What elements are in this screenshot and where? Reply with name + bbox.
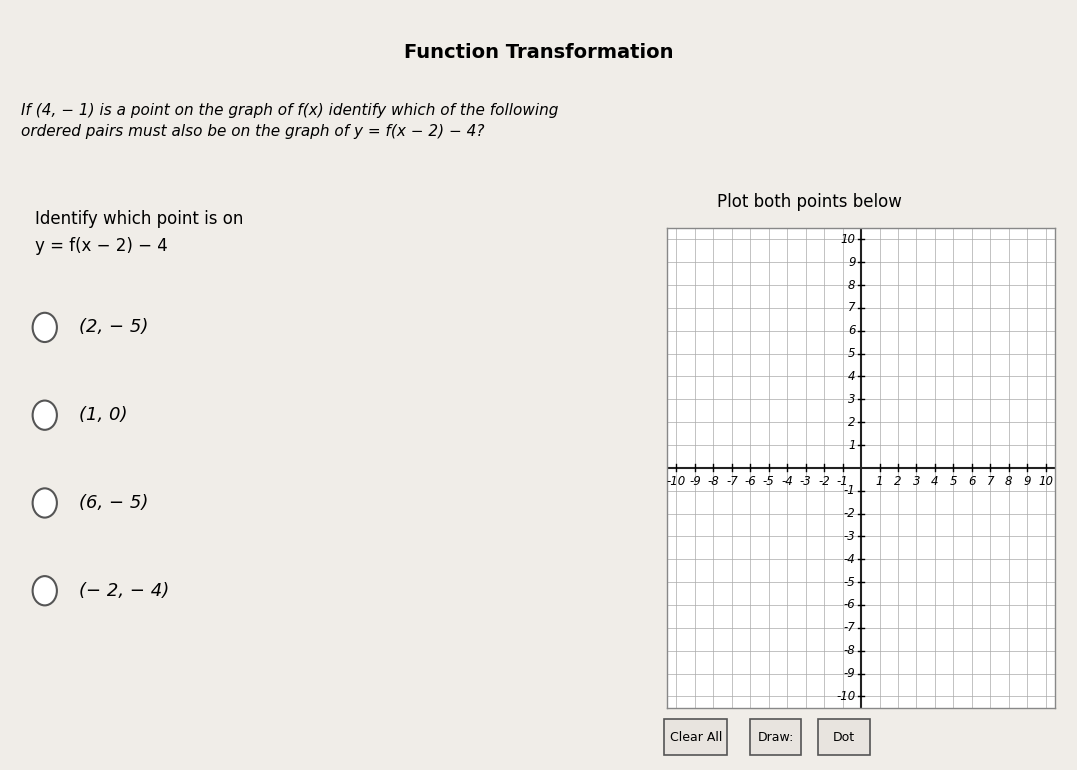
Text: (1, 0): (1, 0) [79, 407, 127, 424]
Text: Identify which point is on
y = f(x − 2) − 4: Identify which point is on y = f(x − 2) … [36, 210, 243, 255]
FancyBboxPatch shape [819, 719, 869, 755]
Text: Plot both points below: Plot both points below [717, 192, 903, 211]
FancyBboxPatch shape [750, 719, 801, 755]
FancyBboxPatch shape [665, 719, 727, 755]
Text: (− 2, − 4): (− 2, − 4) [79, 582, 169, 600]
Circle shape [32, 488, 57, 517]
Text: Function Transformation: Function Transformation [404, 43, 673, 62]
Text: Draw:: Draw: [757, 731, 794, 744]
Circle shape [32, 400, 57, 430]
Text: (6, − 5): (6, − 5) [79, 494, 149, 512]
Circle shape [32, 576, 57, 605]
Text: (2, − 5): (2, − 5) [79, 319, 149, 336]
Circle shape [32, 313, 57, 342]
Text: If (4, − 1) is a point on the graph of f(x) identify which of the following
orde: If (4, − 1) is a point on the graph of f… [22, 103, 559, 139]
Text: Clear All: Clear All [670, 731, 722, 744]
Text: Dot: Dot [833, 731, 855, 744]
